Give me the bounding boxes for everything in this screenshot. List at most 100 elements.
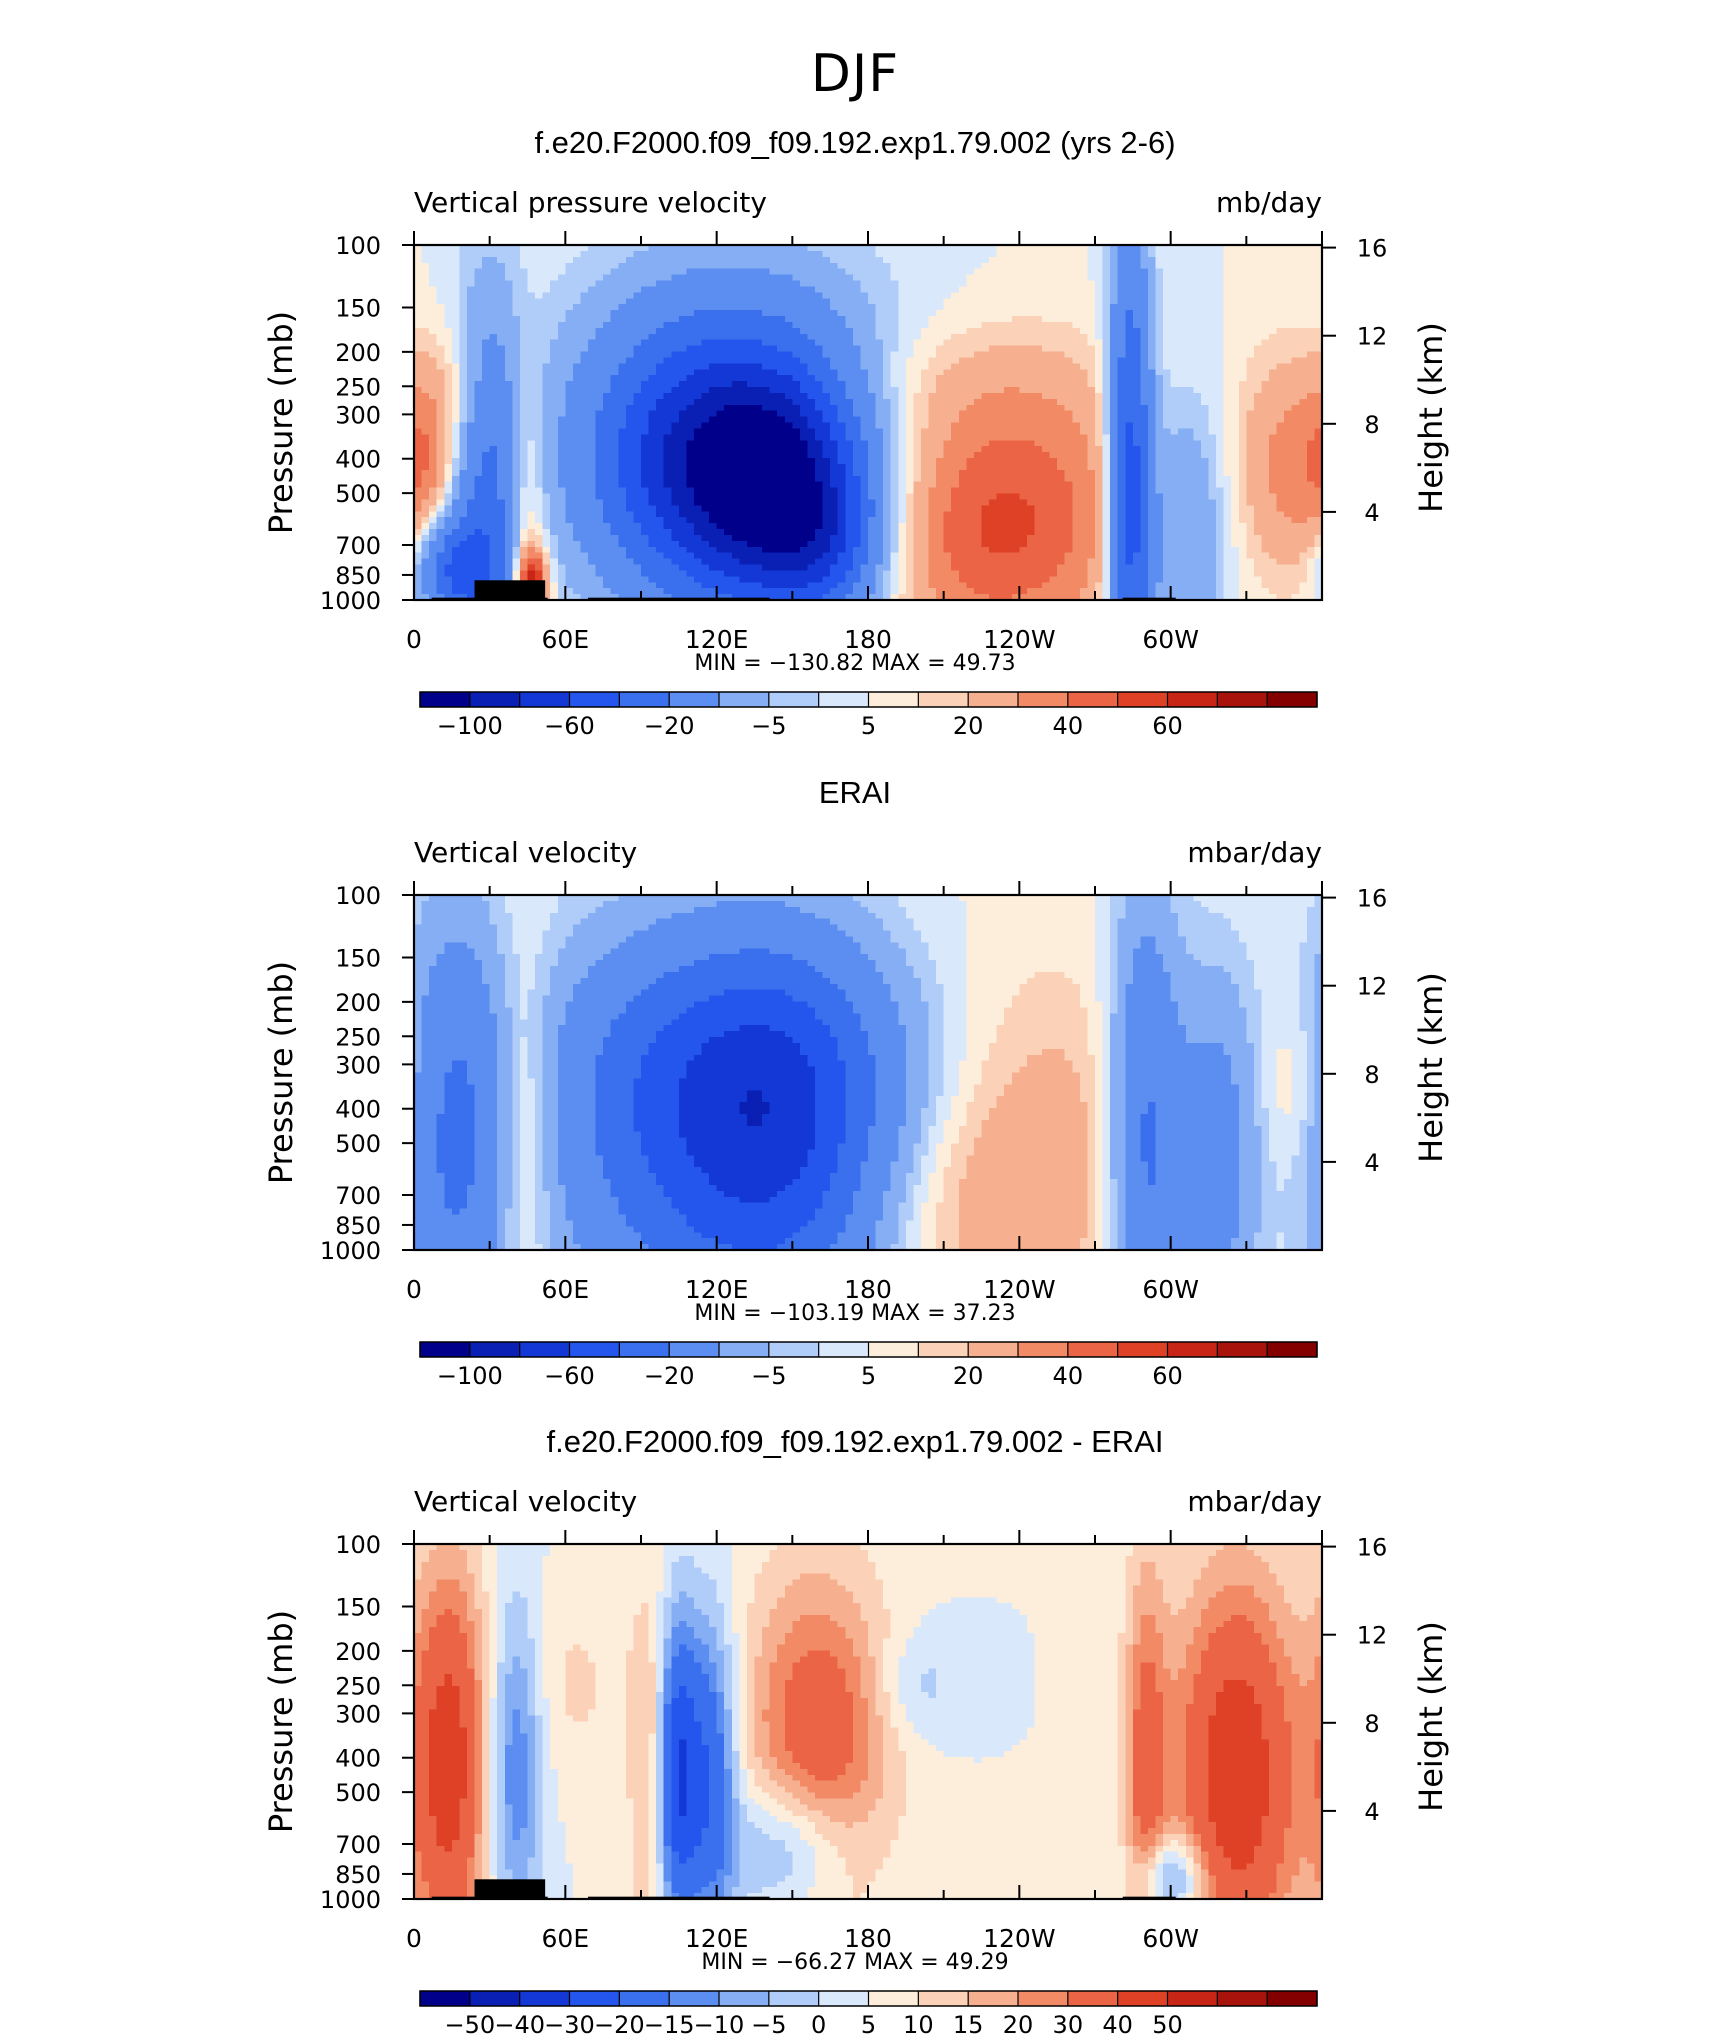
heatmap-cell: [1223, 274, 1232, 282]
heatmap-cell: [951, 298, 960, 305]
heatmap-cell: [777, 392, 786, 400]
heatmap-cell: [920, 310, 930, 317]
heatmap-cell: [784, 286, 793, 293]
heatmap-cell: [920, 381, 930, 388]
heatmap-cell: [482, 327, 491, 335]
heatmap-cell: [1276, 321, 1285, 329]
heatmap-cell: [1231, 398, 1240, 406]
heatmap-cell: [928, 469, 937, 477]
heatmap-cell: [860, 363, 869, 370]
heatmap-cell: [550, 481, 559, 489]
heatmap-cell: [1125, 327, 1134, 335]
heatmap-cell: [905, 245, 914, 252]
heatmap-cell: [565, 292, 574, 299]
heatmap-cell: [898, 375, 907, 382]
heatmap-cell: [633, 245, 642, 252]
heatmap-cell: [436, 416, 445, 424]
heatmap-cell: [648, 345, 657, 353]
heatmap-cell: [860, 256, 869, 264]
heatmap-cell: [436, 487, 445, 495]
heatmap-cell: [1170, 440, 1179, 447]
panel-title: f.e20.F2000.f09_f09.192.exp1.79.002 (yrs…: [534, 125, 1175, 160]
heatmap-cell: [1185, 262, 1194, 270]
heatmap-cell: [1155, 286, 1164, 293]
heatmap-cell: [656, 321, 665, 329]
heatmap-cell: [459, 404, 468, 412]
heatmap-cell: [519, 292, 529, 299]
heatmap-cell: [550, 387, 559, 394]
heatmap-cell: [701, 428, 710, 435]
heatmap-cell: [890, 292, 899, 299]
heatmap-cell: [898, 481, 907, 489]
heatmap-cell: [1125, 458, 1134, 465]
heatmap-cell: [1102, 321, 1111, 329]
heatmap-cell: [716, 446, 725, 453]
heatmap-cell: [784, 363, 793, 370]
heatmap-cell: [769, 434, 778, 441]
heatmap-cell: [497, 316, 506, 323]
heatmap-cell: [1314, 357, 1323, 364]
heatmap-cell: [1193, 381, 1202, 388]
heatmap-cell: [845, 363, 854, 370]
heatmap-cell: [535, 381, 544, 388]
heatmap-cell: [958, 434, 967, 441]
heatmap-cell: [625, 392, 635, 400]
heatmap-cell: [1238, 369, 1247, 376]
heatmap-cell: [550, 298, 559, 305]
heatmap-cell: [648, 469, 657, 477]
heatmap-cell: [595, 375, 604, 382]
heatmap-cell: [504, 422, 513, 430]
heatmap-cell: [1155, 363, 1164, 370]
heatmap-cell: [414, 333, 423, 341]
heatmap-cell: [830, 262, 839, 270]
heatmap-cell: [1072, 351, 1081, 359]
heatmap-cell: [777, 404, 786, 412]
heatmap-cell: [1155, 428, 1164, 435]
heatmap-cell: [777, 250, 786, 258]
heatmap-cell: [1185, 404, 1194, 412]
heatmap-cell: [769, 363, 778, 370]
heatmap-cell: [1087, 416, 1096, 424]
heatmap-cell: [1125, 292, 1134, 299]
heatmap-cell: [1193, 463, 1202, 471]
heatmap-cell: [641, 422, 650, 430]
heatmap-cell: [898, 316, 907, 323]
heatmap-cell: [1049, 333, 1058, 341]
heatmap-cell: [1132, 327, 1141, 335]
heatmap-cell: [610, 428, 619, 435]
heatmap-cell: [557, 339, 566, 347]
heatmap-cell: [966, 310, 975, 317]
heatmap-cell: [1299, 316, 1308, 323]
heatmap-cell: [1102, 440, 1111, 447]
heatmap-cell: [1163, 250, 1172, 258]
heatmap-cell: [1185, 245, 1194, 252]
heatmap-cell: [1193, 475, 1202, 483]
heatmap-cell: [671, 487, 680, 495]
heatmap-cell: [1004, 268, 1013, 276]
heatmap-cell: [671, 475, 680, 483]
heatmap-cell: [497, 375, 506, 382]
heatmap-cell: [936, 434, 945, 441]
heatmap-cell: [807, 321, 816, 329]
heatmap-cell: [920, 333, 930, 341]
heatmap-cell: [618, 274, 627, 282]
heatmap-cell: [1064, 333, 1073, 341]
heatmap-cell: [678, 333, 687, 341]
heatmap-cell: [852, 351, 862, 359]
heatmap-cell: [466, 387, 476, 394]
heatmap-cell: [1072, 333, 1081, 341]
heatmap-cell: [890, 469, 899, 477]
heatmap-cell: [625, 274, 635, 282]
heatmap-cell: [1042, 452, 1051, 459]
heatmap-cell: [830, 304, 839, 311]
heatmap-cell: [1291, 422, 1300, 430]
heatmap-cell: [512, 375, 521, 382]
heatmap-cell: [981, 304, 990, 311]
heatmap-cell: [444, 481, 453, 489]
heatmap-cell: [429, 487, 438, 495]
heatmap-cell: [966, 452, 975, 459]
heatmap-cell: [542, 469, 551, 477]
heatmap-cell: [527, 392, 536, 400]
heatmap-cell: [429, 280, 438, 288]
heatmap-cell: [709, 410, 718, 418]
